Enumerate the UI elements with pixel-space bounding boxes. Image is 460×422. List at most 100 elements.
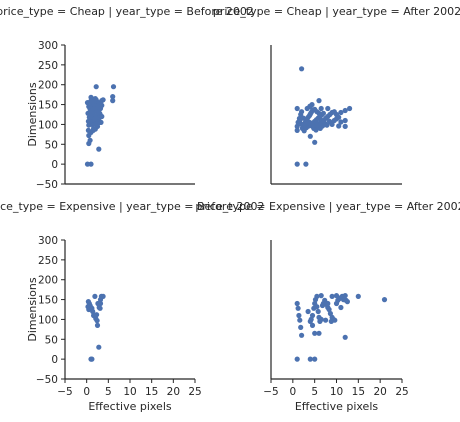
scatter-point xyxy=(316,98,322,104)
scatter-point xyxy=(294,356,300,362)
scatter-point xyxy=(312,330,318,336)
y-tick-label: 100 xyxy=(38,314,58,326)
scatter-point xyxy=(338,304,344,311)
scatter-point xyxy=(92,96,98,102)
scatter-point xyxy=(336,123,342,129)
scatter-point xyxy=(325,105,331,112)
scatter-point xyxy=(94,318,100,324)
facet-panel-4: price_type = Expensive | year_type = Aft… xyxy=(195,200,460,413)
scatter-point xyxy=(91,125,97,131)
scatter-point xyxy=(338,119,344,125)
scatter-point xyxy=(318,105,324,112)
x-axis-label: Effective pixels xyxy=(295,400,379,413)
scatter-point xyxy=(355,293,361,299)
scatter-point xyxy=(325,300,331,307)
scatter-point xyxy=(338,109,344,116)
scatter-point xyxy=(326,306,332,313)
scatter-point xyxy=(298,324,304,330)
scatter-point xyxy=(342,334,348,340)
x-tick-label: 0 xyxy=(83,386,90,398)
scatter-point xyxy=(324,122,330,128)
scatter-point xyxy=(299,109,305,115)
x-tick-label: 15 xyxy=(352,386,365,398)
scatter-point xyxy=(299,332,305,338)
scatter-point xyxy=(85,304,91,310)
scatter-point xyxy=(297,317,303,323)
scatter-point xyxy=(318,293,324,299)
scatter-point xyxy=(300,115,306,121)
scatter-point xyxy=(99,102,105,108)
y-tick-label: −50 xyxy=(36,179,58,191)
y-tick-label: 50 xyxy=(45,139,58,151)
scatter-point xyxy=(347,105,353,112)
y-axis-label: Dimensions xyxy=(26,277,39,341)
scatter-point xyxy=(295,305,301,311)
scatter-point xyxy=(110,98,116,104)
y-tick-label: 300 xyxy=(38,40,58,52)
scatter-point xyxy=(327,310,333,317)
scatter-point xyxy=(85,127,91,133)
facet-title: price_type = Cheap | year_type = After 2… xyxy=(213,5,460,18)
x-tick-label: −5 xyxy=(57,386,72,398)
y-tick-label: 150 xyxy=(38,295,58,307)
scatter-point xyxy=(329,121,335,127)
x-tick-label: 10 xyxy=(330,386,343,398)
x-tick-label: 20 xyxy=(167,386,180,398)
scatter-point xyxy=(90,308,96,315)
scatter-point xyxy=(88,94,94,100)
scatter-point xyxy=(93,84,99,90)
y-tick-label: 0 xyxy=(51,354,58,366)
scatter-point xyxy=(88,161,94,167)
scatter-point xyxy=(306,119,312,125)
scatter-point xyxy=(94,312,100,318)
scatter-point xyxy=(294,300,300,307)
y-tick-label: 200 xyxy=(38,275,58,287)
scatter-point xyxy=(92,293,98,299)
scatter-point xyxy=(303,161,309,167)
scatter-point xyxy=(294,123,300,129)
scatter-point xyxy=(381,297,388,303)
scatter-point xyxy=(309,312,316,319)
y-tick-label: 100 xyxy=(38,119,58,131)
scatter-point xyxy=(342,107,348,114)
x-tick-label: −5 xyxy=(263,386,278,398)
x-tick-label: 25 xyxy=(395,386,408,398)
scatter-point xyxy=(316,330,322,336)
scatter-point xyxy=(96,146,102,152)
x-tick-label: 20 xyxy=(373,386,386,398)
scatter-point xyxy=(96,344,102,350)
scatter-point xyxy=(316,110,322,116)
y-tick-label: 150 xyxy=(38,100,58,112)
x-tick-label: 5 xyxy=(105,386,112,398)
scatter-point xyxy=(307,133,313,139)
scatter-point xyxy=(110,94,116,100)
scatter-point xyxy=(314,293,320,299)
scatter-point xyxy=(87,137,93,143)
scatter-point xyxy=(328,318,334,324)
scatter-point xyxy=(100,293,106,299)
scatter-point xyxy=(320,110,326,116)
scatter-point xyxy=(342,123,348,129)
scatter-point xyxy=(299,66,305,72)
x-tick-label: 5 xyxy=(311,386,318,398)
x-tick-label: 15 xyxy=(145,386,158,398)
y-axis-label: Dimensions xyxy=(26,82,39,146)
facet-panel-2: price_type = Cheap | year_type = After 2… xyxy=(213,5,460,185)
x-tick-label: 25 xyxy=(188,386,201,398)
scatter-point xyxy=(318,316,324,322)
scatter-point xyxy=(331,109,337,115)
scatter-point xyxy=(333,293,340,299)
scatter-point xyxy=(94,322,101,328)
scatter-point xyxy=(305,308,311,315)
scatter-point xyxy=(342,117,348,124)
scatter-point xyxy=(296,312,302,319)
facet-panel-3: price_type = Expensive | year_type = Bef… xyxy=(0,200,264,413)
scatter-point xyxy=(98,119,104,125)
scatter-point xyxy=(344,299,350,305)
facet-panel-1: price_type = Cheap | year_type = Before … xyxy=(0,5,254,191)
scatter-point xyxy=(307,104,313,110)
scatter-point xyxy=(309,322,316,328)
scatter-point xyxy=(307,356,313,362)
